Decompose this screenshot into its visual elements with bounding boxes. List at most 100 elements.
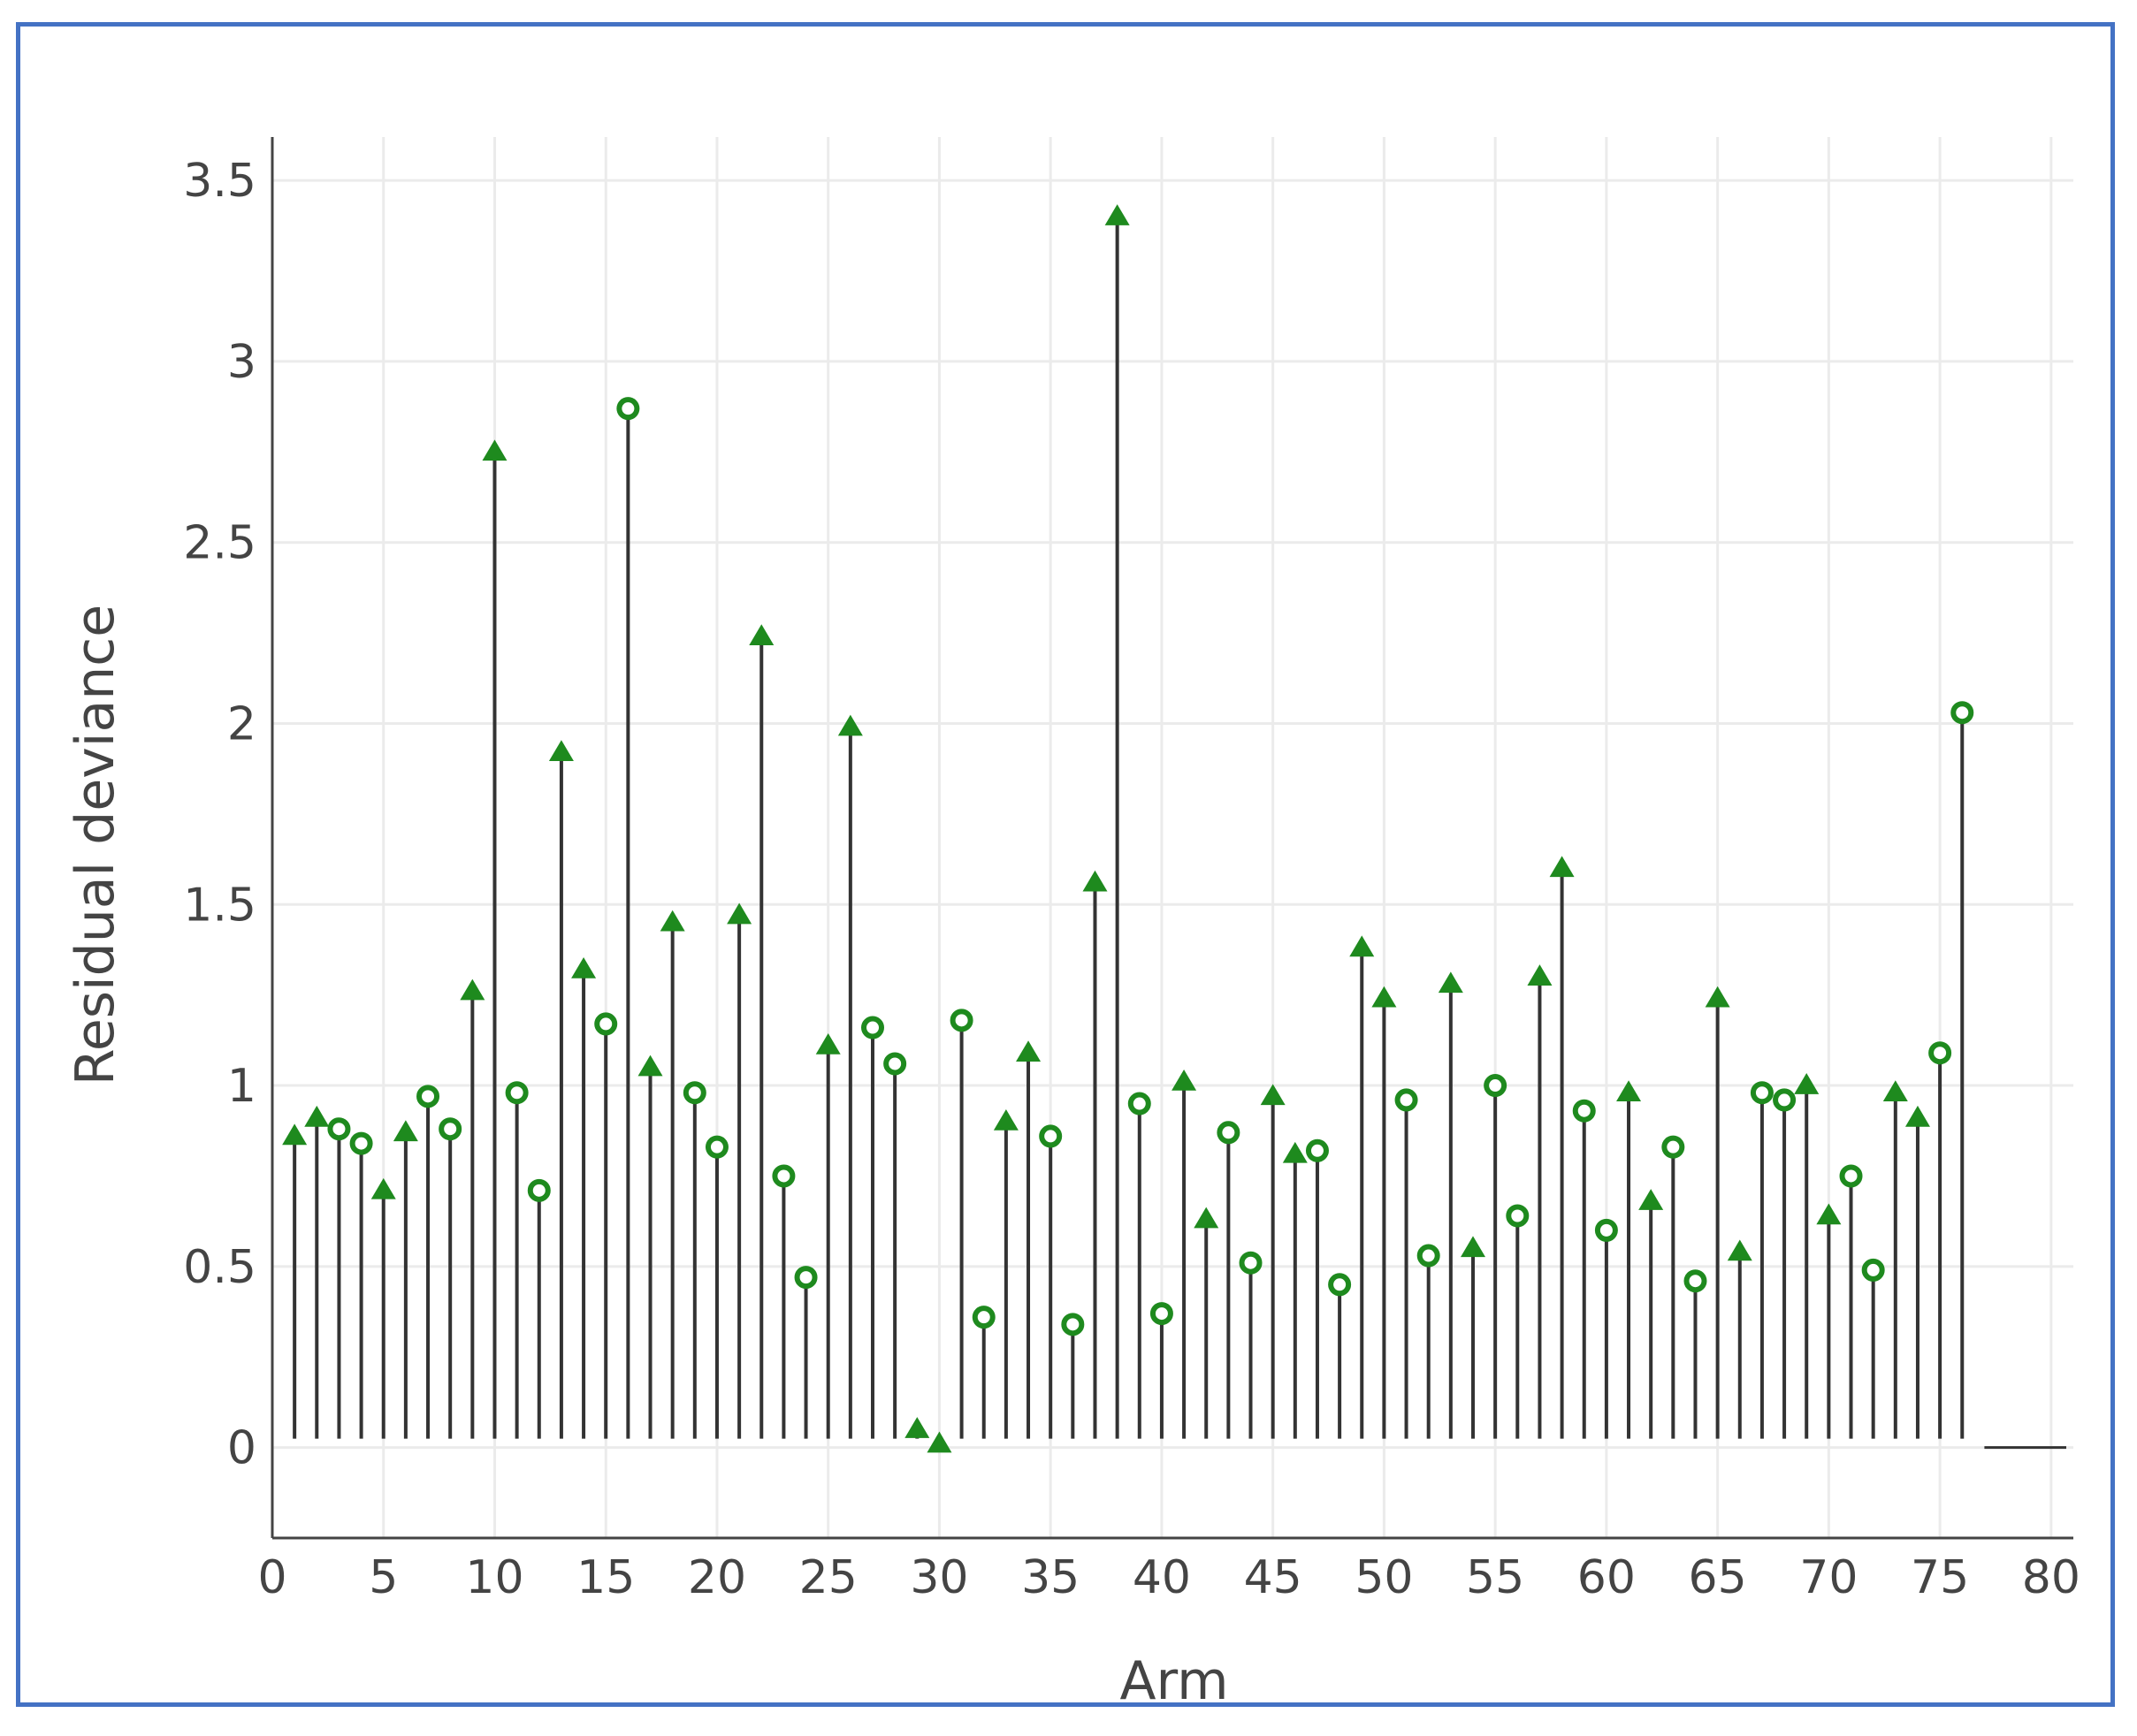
data-point-circle [1750,1081,1774,1105]
data-point-triangle [904,1417,930,1438]
data-point-triangle [1638,1189,1664,1210]
data-point-triangle [282,1123,308,1146]
data-point-triangle [660,910,685,932]
x-tick-label: 25 [799,1551,858,1604]
data-point-circle [883,1052,907,1076]
data-point-triangle [637,1055,663,1077]
data-point-triangle [1549,856,1575,878]
data-point-triangle [1616,1080,1642,1102]
data-point-triangle [993,1109,1019,1131]
data-point-circle [439,1117,462,1141]
data-point-triangle [304,1105,330,1127]
data-point-triangle [1104,204,1130,225]
x-tick-label: 50 [1355,1551,1413,1604]
data-point-circle [772,1164,796,1188]
data-point-circle [1839,1164,1863,1188]
data-point-triangle [1727,1239,1752,1261]
data-point-circle [1572,1099,1596,1123]
data-point-circle [794,1266,818,1290]
x-tick-label: 0 [257,1551,286,1604]
data-point-circle [1217,1121,1240,1145]
data-point-triangle [460,978,485,1001]
data-point-triangle [1082,870,1108,892]
data-point-circle [616,397,640,421]
data-point-triangle [837,714,863,736]
x-tick-label: 40 [1133,1551,1191,1604]
data-point-triangle [1016,1040,1042,1062]
data-point-triangle [482,439,508,461]
y-tick-label: 0 [227,1422,256,1475]
data-point-circle [972,1306,996,1329]
data-point-triangle [370,1177,396,1199]
data-point-circle [1305,1138,1329,1162]
data-point-triangle [1816,1203,1842,1225]
data-point-circle [861,1016,884,1039]
x-tick-label: 5 [369,1551,398,1604]
data-point-triangle [1371,986,1397,1008]
data-point-circle [950,1009,973,1032]
data-point-triangle [1282,1141,1308,1163]
y-tick-labels: 0 0.5 1 1.5 2 2.5 3 3.5 [183,155,256,1474]
y-tick-label: 1.5 [183,879,256,932]
x-tick-label: 15 [576,1551,635,1604]
data-point-triangle [1194,1207,1219,1229]
data-point-triangle [548,740,574,762]
x-tick-label: 10 [465,1551,523,1604]
data-point-triangle [1904,1105,1930,1127]
x-tick-label: 70 [1799,1551,1858,1604]
data-point-circle [1861,1258,1885,1282]
data-point-circle [1061,1313,1085,1336]
data-point-triangle [927,1431,952,1453]
x-tick-label: 60 [1577,1551,1636,1604]
stems [293,217,1965,1439]
data-point-circle [1394,1088,1418,1112]
data-point-triangle [1260,1084,1286,1106]
data-point-triangle [1794,1073,1820,1094]
data-point-circle [1127,1092,1151,1115]
x-tick-label: 20 [688,1551,746,1604]
data-point-circle [1039,1124,1063,1148]
x-tick-label: 65 [1689,1551,1747,1604]
data-point-circle [1683,1269,1707,1293]
data-point-circle [594,1012,618,1036]
y-tick-label: 2.5 [183,517,256,570]
axes [271,137,2073,1540]
data-point-triangle [1438,971,1463,994]
data-point-circle [1594,1218,1618,1242]
data-point-triangle [749,624,775,645]
data-point-triangle [815,1032,841,1055]
chart-frame [16,22,2115,1707]
data-point-triangle [1882,1080,1908,1102]
data-point-triangle [1705,986,1730,1008]
data-point-circle [1149,1302,1173,1326]
x-tick-label: 55 [1466,1551,1524,1604]
data-point-circle [527,1178,551,1202]
x-tick-label: 75 [1911,1551,1969,1604]
x-tick-labels: 0 5 10 15 20 25 30 35 40 45 50 55 60 65 70 75 80 [257,1551,2080,1604]
x-tick-label: 30 [910,1551,968,1604]
data-point-circle [1239,1251,1263,1275]
data-point-circle [349,1131,373,1155]
data-point-triangle [1172,1069,1197,1091]
data-point-triangle [1349,935,1375,957]
x-axis-title: Arm [1119,1650,1228,1712]
data-point-triangle [1461,1236,1485,1258]
y-axis-title: Residual deviance [65,605,126,1085]
x-tick-label: 45 [1244,1551,1302,1604]
x-tick-label: 80 [2022,1551,2080,1604]
data-point-circle [327,1117,351,1141]
data-point-circle [1484,1074,1507,1098]
data-point-triangle [571,956,597,978]
data-point-circle [1328,1273,1352,1297]
y-tick-label: 3 [227,336,256,389]
data-point-circle [683,1081,706,1105]
data-point-circle [416,1085,440,1108]
data-point-circle [505,1081,529,1105]
data-point-circle [1506,1204,1530,1228]
y-tick-label: 1 [227,1060,256,1113]
data-point-circle [1950,701,1974,725]
y-tick-label: 3.5 [183,155,256,208]
data-point-circle [1416,1244,1440,1268]
y-tick-label: 2 [227,697,256,750]
